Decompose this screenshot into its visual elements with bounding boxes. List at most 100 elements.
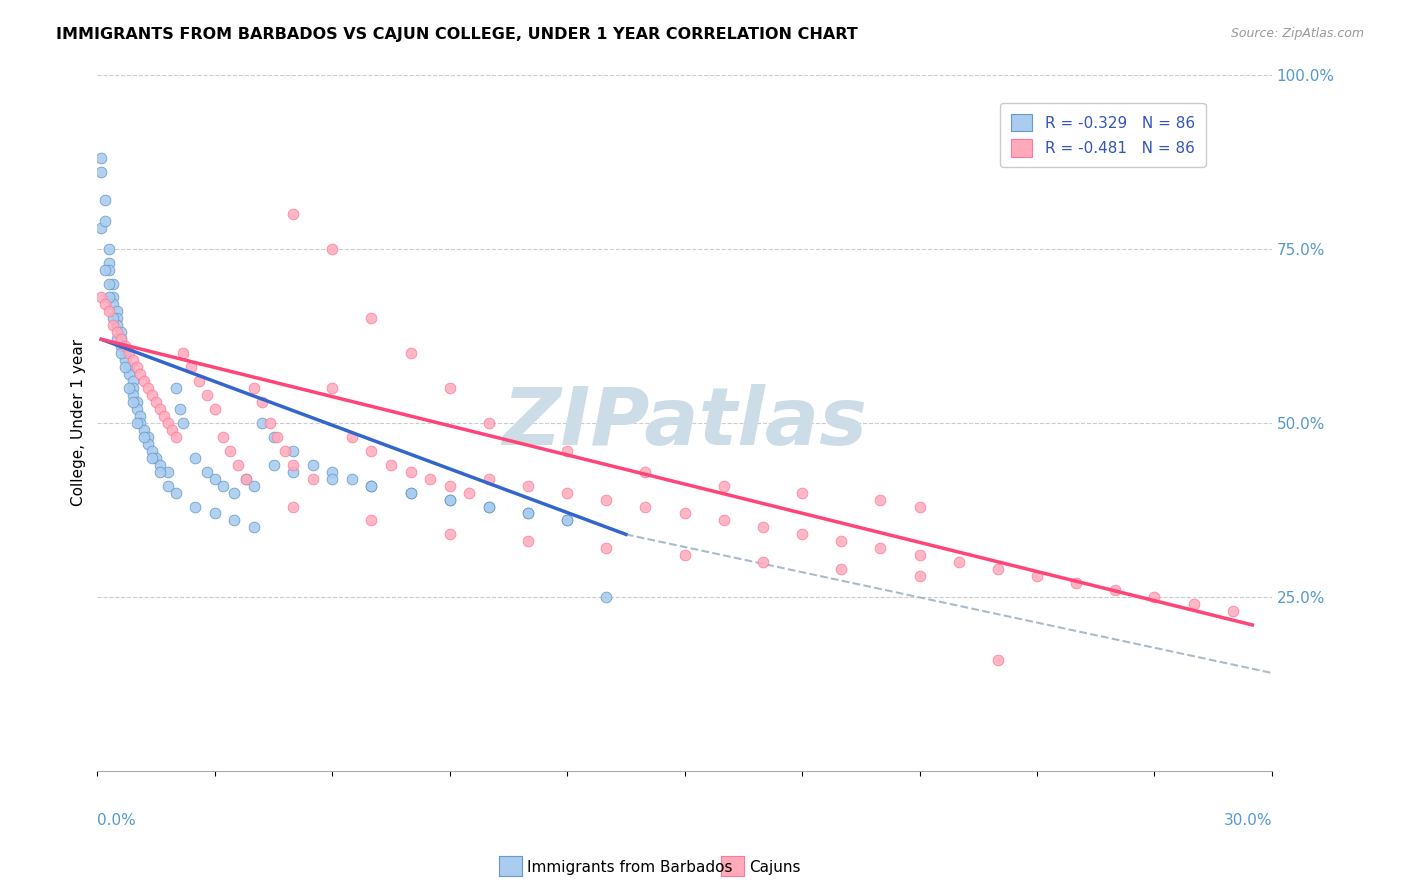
Point xyxy=(101,318,124,333)
Point xyxy=(478,500,501,514)
Point xyxy=(105,304,128,318)
Point xyxy=(439,527,461,541)
Point xyxy=(673,549,696,563)
Point xyxy=(101,311,124,326)
Point xyxy=(281,500,304,514)
Point xyxy=(224,513,246,527)
Point xyxy=(790,485,813,500)
Point xyxy=(360,478,382,492)
Point xyxy=(948,555,970,569)
Point xyxy=(243,381,266,395)
Point xyxy=(204,507,226,521)
Point xyxy=(156,416,179,430)
Point xyxy=(555,485,578,500)
Point xyxy=(987,653,1010,667)
Point xyxy=(517,478,540,492)
Point xyxy=(165,430,187,444)
Point xyxy=(121,388,143,402)
Point xyxy=(399,346,422,360)
Point xyxy=(125,416,148,430)
Point xyxy=(634,500,657,514)
Point xyxy=(90,220,112,235)
Point xyxy=(478,416,501,430)
Point xyxy=(110,332,132,346)
Point xyxy=(274,443,297,458)
Point xyxy=(118,381,141,395)
Point xyxy=(1143,590,1166,604)
Point xyxy=(555,443,578,458)
Point xyxy=(134,423,156,437)
Point xyxy=(165,485,187,500)
Point xyxy=(360,311,382,326)
Point xyxy=(458,485,481,500)
Point xyxy=(439,492,461,507)
Point xyxy=(188,374,211,388)
Point xyxy=(149,465,172,479)
Point xyxy=(118,360,141,375)
Point xyxy=(125,395,148,409)
Point xyxy=(90,290,112,304)
Point xyxy=(1222,604,1244,618)
Point xyxy=(160,423,183,437)
Point xyxy=(321,465,343,479)
Text: Source: ZipAtlas.com: Source: ZipAtlas.com xyxy=(1230,27,1364,40)
Point xyxy=(869,492,891,507)
Text: Immigrants from Barbados: Immigrants from Barbados xyxy=(527,860,733,874)
Point xyxy=(141,443,163,458)
Point xyxy=(134,430,156,444)
Point xyxy=(149,458,172,472)
Point xyxy=(634,465,657,479)
Point xyxy=(110,339,132,353)
Point xyxy=(156,465,179,479)
Point xyxy=(673,507,696,521)
Text: ZIPatlas: ZIPatlas xyxy=(502,384,868,462)
Point xyxy=(90,165,112,179)
Point xyxy=(419,472,441,486)
Point xyxy=(263,430,285,444)
Point xyxy=(121,381,143,395)
Point xyxy=(134,374,156,388)
Point xyxy=(340,472,363,486)
Point xyxy=(243,520,266,534)
Point xyxy=(399,485,422,500)
Point xyxy=(211,478,233,492)
Point xyxy=(98,242,121,256)
Point xyxy=(118,346,141,360)
Point xyxy=(114,339,136,353)
Point xyxy=(129,416,152,430)
Point xyxy=(1104,583,1126,598)
Point xyxy=(830,562,852,576)
Point xyxy=(908,549,931,563)
Point xyxy=(141,450,163,465)
Point xyxy=(235,472,257,486)
Point xyxy=(204,472,226,486)
Point xyxy=(136,381,159,395)
Point xyxy=(908,569,931,583)
Point xyxy=(118,367,141,381)
Point xyxy=(136,430,159,444)
Point xyxy=(250,416,273,430)
Point xyxy=(105,318,128,333)
Point xyxy=(1182,597,1205,611)
Text: 30.0%: 30.0% xyxy=(1223,813,1272,828)
Point xyxy=(224,485,246,500)
Text: Cajuns: Cajuns xyxy=(749,860,801,874)
Point xyxy=(266,430,288,444)
Point xyxy=(153,409,176,423)
Point xyxy=(281,207,304,221)
Point xyxy=(149,401,172,416)
Point xyxy=(94,262,117,277)
Point xyxy=(399,485,422,500)
Point xyxy=(180,360,202,375)
Point xyxy=(114,353,136,368)
Point xyxy=(321,242,343,256)
Point xyxy=(517,534,540,549)
Point xyxy=(98,262,121,277)
Point xyxy=(243,478,266,492)
Point xyxy=(830,534,852,549)
Point xyxy=(595,492,617,507)
Point xyxy=(752,520,775,534)
Point xyxy=(321,472,343,486)
Point xyxy=(105,311,128,326)
Point xyxy=(478,472,501,486)
